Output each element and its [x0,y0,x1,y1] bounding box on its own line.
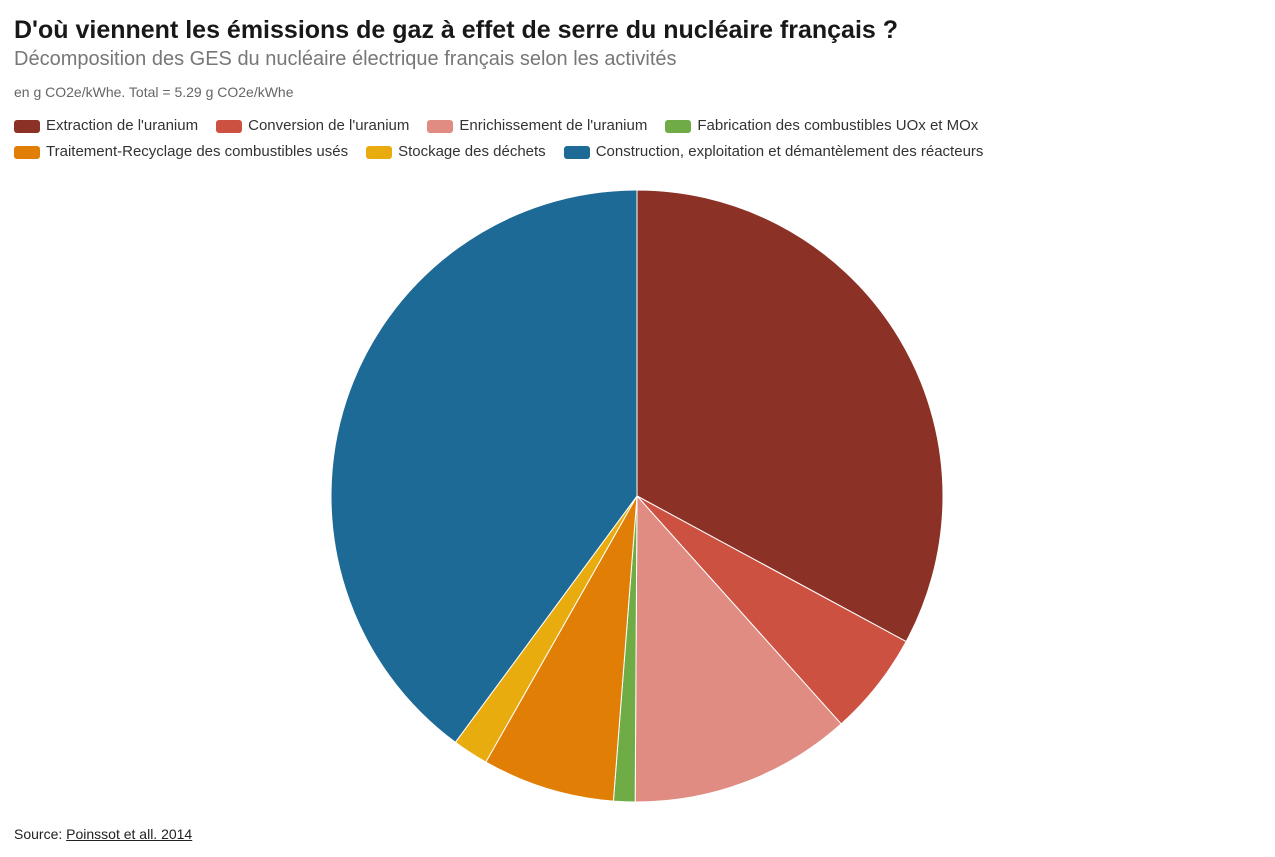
legend-swatch [563,145,590,159]
legend-label: Traitement-Recyclage des combustibles us… [46,143,349,160]
pie-slice[interactable]: Enrichissement de l'uranium: 0.62 [634,494,842,803]
chart-subtitle: Décomposition des GES du nucléaire élect… [14,48,677,70]
legend-swatch [14,145,40,159]
legend-label: Stockage des déchets [398,143,546,160]
legend-swatch [427,119,454,133]
chart-title: D'où viennent les émissions de gaz à eff… [14,16,899,44]
legend-label: Enrichissement de l'uranium [459,117,648,134]
legend-label: Extraction de l'uranium [46,117,199,134]
legend-label: Fabrication des combustibles UOx et MOx [697,117,979,134]
chart-legend: Extraction de l'uranium Conversion de l'u… [14,116,1214,162]
legend-swatch [665,119,692,133]
pie-slice[interactable]: Traitement-Recyclage des combustibles us… [485,495,638,802]
source-line: Source: Poinssot et all. 2014 [14,824,192,844]
source-link[interactable]: Poinssot et all. 2014 [66,826,193,842]
legend-item: Extraction de l'uranium [14,116,198,136]
legend-item: Traitement-Recyclage des combustibles us… [14,142,348,162]
chart-header: D'où viennent les émissions de gaz à eff… [14,14,1261,102]
unit-note: en g CO2e/kWhe. Total = 5.29 g CO2e/kWhe [14,84,294,100]
legend-item: Stockage des déchets [366,142,546,162]
legend-swatch [14,119,40,133]
legend-item: Enrichissement de l'uranium [427,116,647,136]
legend-item: Fabrication des combustibles UOx et MOx [665,116,978,136]
legend-item: Construction, exploitation et démantèlem… [563,142,984,162]
source-prefix: Source: [14,826,67,842]
legend-swatch [366,145,393,159]
legend-swatch [216,119,243,133]
pie-slice[interactable]: Extraction de l'uranium: 1.74 [636,189,944,643]
legend-label: Conversion de l'uranium [248,117,410,134]
pie-slice[interactable]: Construction, exploitation et démantèlem… [330,189,638,743]
legend-label: Construction, exploitation et démantèlem… [595,143,984,160]
legend-item: Conversion de l'uranium [216,116,409,136]
